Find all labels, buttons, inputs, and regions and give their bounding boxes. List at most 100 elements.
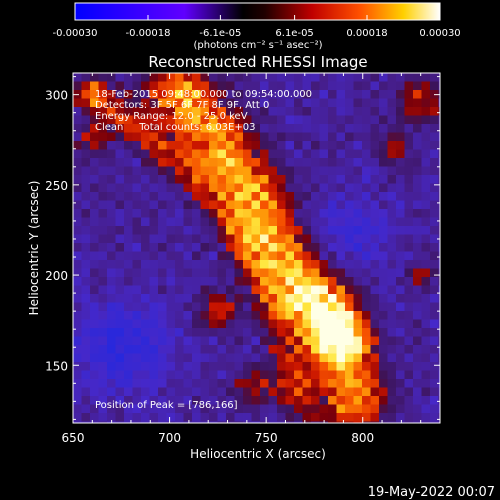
heatmap-cell xyxy=(251,81,261,91)
heatmap-cell xyxy=(336,141,346,150)
heatmap-cell xyxy=(404,396,414,405)
heatmap-cell xyxy=(175,166,184,176)
heatmap-cell xyxy=(319,200,329,210)
heatmap-cell xyxy=(141,268,150,278)
heatmap-cell xyxy=(90,277,99,286)
y-tick-label: 150 xyxy=(45,359,68,373)
heatmap-cell xyxy=(396,413,405,422)
heatmap-cell xyxy=(438,124,440,133)
heatmap-cell xyxy=(430,328,439,337)
heatmap-cell xyxy=(158,200,167,210)
heatmap-cell xyxy=(345,234,354,244)
heatmap-cell xyxy=(192,166,201,176)
heatmap-cell xyxy=(90,90,99,99)
heatmap-cell xyxy=(379,217,388,227)
heatmap-cell xyxy=(81,209,91,218)
heatmap-cell xyxy=(175,345,184,354)
heatmap-cell xyxy=(311,379,320,388)
heatmap-cell xyxy=(209,285,218,295)
heatmap-cell xyxy=(328,328,337,337)
heatmap-cell xyxy=(90,260,99,269)
heatmap-cell xyxy=(268,302,278,312)
heatmap-cell xyxy=(234,107,244,116)
heatmap-cell xyxy=(413,217,422,227)
heatmap-cell xyxy=(285,98,295,108)
heatmap-cell xyxy=(370,243,380,252)
heatmap-cell xyxy=(362,226,371,235)
heatmap-cell xyxy=(158,421,167,423)
heatmap-cell xyxy=(268,277,278,286)
heatmap-cell xyxy=(370,387,380,397)
heatmap-cell xyxy=(387,192,397,201)
heatmap-cell xyxy=(285,217,295,227)
heatmap-cell xyxy=(421,251,431,261)
heatmap-cell xyxy=(183,353,193,363)
heatmap-cell xyxy=(430,209,439,218)
heatmap-cell xyxy=(319,260,329,269)
heatmap-cell xyxy=(107,387,116,397)
heatmap-cell xyxy=(251,345,261,354)
heatmap-cell xyxy=(353,158,363,167)
heatmap-cell xyxy=(438,81,440,91)
heatmap-cell xyxy=(243,192,252,201)
heatmap-cell xyxy=(175,183,184,193)
heatmap-cell xyxy=(396,336,405,346)
heatmap-cell xyxy=(379,115,388,125)
heatmap-cell xyxy=(336,413,346,422)
heatmap-cell xyxy=(81,200,91,210)
heatmap-cell xyxy=(73,149,82,159)
heatmap-cell xyxy=(328,98,337,108)
heatmap-cell xyxy=(387,175,397,184)
heatmap-cell xyxy=(404,200,414,210)
heatmap-cell xyxy=(200,209,210,218)
heatmap-cell xyxy=(234,336,244,346)
heatmap-cell xyxy=(209,107,218,116)
heatmap-cell xyxy=(396,175,405,184)
heatmap-cell xyxy=(251,396,261,405)
heatmap-cell xyxy=(396,98,405,108)
heatmap-cell xyxy=(234,200,244,210)
heatmap-cell xyxy=(141,158,150,167)
heatmap-cell xyxy=(192,124,201,133)
heatmap-cell xyxy=(370,73,380,82)
colorbar-tick-label: -6.1e-05 xyxy=(199,28,241,39)
heatmap-cell xyxy=(294,132,303,142)
heatmap-cell xyxy=(353,234,363,244)
heatmap-cell xyxy=(200,73,210,82)
heatmap-cell xyxy=(328,234,337,244)
heatmap-cell xyxy=(166,362,176,371)
heatmap-cell xyxy=(124,90,133,99)
heatmap-cell xyxy=(370,353,380,363)
heatmap-cell xyxy=(175,149,184,159)
heatmap-cell xyxy=(226,396,235,405)
heatmap-cell xyxy=(98,217,108,227)
heatmap-cell xyxy=(192,285,201,295)
heatmap-cell xyxy=(438,192,440,201)
heatmap-cell xyxy=(226,277,235,286)
heatmap-cell xyxy=(243,90,252,99)
heatmap-cell xyxy=(226,192,235,201)
heatmap-cell xyxy=(251,285,261,295)
heatmap-cell xyxy=(387,124,397,133)
heatmap-cell xyxy=(158,328,167,337)
heatmap-cell xyxy=(209,251,218,261)
heatmap-cell xyxy=(141,260,150,269)
heatmap-cell xyxy=(234,328,244,337)
heatmap-cell xyxy=(328,149,337,159)
heatmap-cell xyxy=(217,90,227,99)
heatmap-cell xyxy=(251,336,261,346)
heatmap-cell xyxy=(124,141,133,150)
heatmap-cell xyxy=(336,73,346,82)
heatmap-cell xyxy=(141,328,150,337)
heatmap-cell xyxy=(328,294,337,303)
heatmap-cell xyxy=(430,413,439,422)
heatmap-cell xyxy=(115,379,125,388)
heatmap-cell xyxy=(166,124,176,133)
heatmap-cell xyxy=(90,209,99,218)
heatmap-cell xyxy=(234,294,244,303)
heatmap-cell xyxy=(166,73,176,82)
heatmap-cell xyxy=(209,158,218,167)
heatmap-cell xyxy=(73,336,82,346)
heatmap-cell xyxy=(73,158,82,167)
heatmap-cell xyxy=(141,302,150,312)
